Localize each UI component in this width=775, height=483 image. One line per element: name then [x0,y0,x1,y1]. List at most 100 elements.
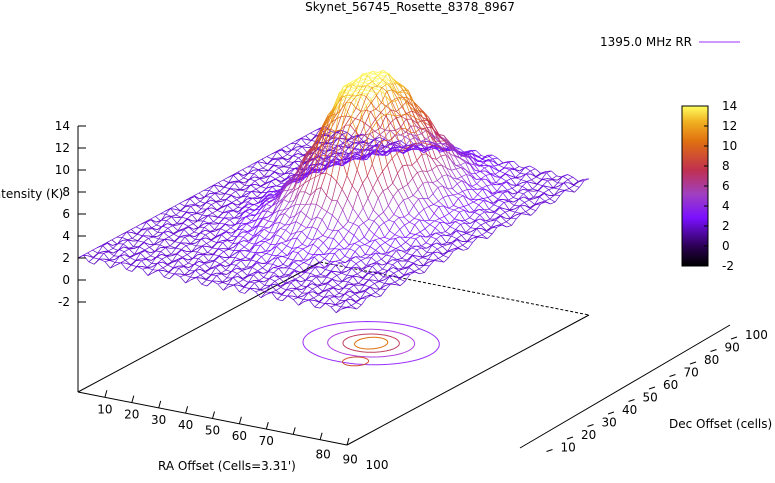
mesh-line [232,202,238,206]
mesh-line [222,205,228,213]
mesh-line [110,264,116,269]
mesh-line [362,273,369,279]
mesh-line [443,139,449,142]
mesh-line [404,133,411,138]
mesh-line [204,227,211,232]
mesh-line [321,276,327,285]
mesh-line [476,183,483,189]
mesh-line [128,248,135,255]
mesh-line [434,147,441,153]
mesh-line [331,271,337,276]
mesh-line [277,264,284,267]
mesh-line [346,175,353,187]
mesh-line [407,97,413,107]
mesh-line [377,151,383,155]
mesh-line [383,150,389,153]
mesh-line [267,158,273,165]
mesh-line [219,260,226,265]
mesh-line [421,153,427,155]
mesh-line [279,278,286,284]
mesh-line [296,288,302,290]
mesh-line [312,288,319,295]
mesh-line [343,231,349,239]
mesh-line [271,255,278,260]
mesh-line [165,208,171,215]
mesh-line [382,171,389,189]
mesh-line [338,145,344,148]
mesh-line [181,211,187,218]
mesh-line [516,182,522,186]
mesh-line [262,190,269,197]
mesh-line [503,199,509,201]
mesh-line [537,185,543,191]
mesh-line [508,201,515,206]
mesh-line [514,205,520,210]
mesh-line [285,229,292,235]
mesh-line [416,154,422,161]
mesh-line [302,146,308,149]
mesh-line [150,219,157,226]
mesh-line [444,140,450,148]
mesh-line [331,181,338,201]
mesh-line [376,140,383,150]
mesh-line [524,202,531,208]
mesh-line [354,88,361,93]
mesh-line [145,250,151,254]
mesh-line [497,157,504,164]
mesh-line [382,164,388,172]
mesh-line [309,166,316,180]
mesh-line [456,178,463,182]
mesh-line [240,260,247,268]
mesh-line [303,259,309,263]
mesh-line [234,257,241,260]
mesh-line [237,169,243,173]
mesh-line [418,213,425,222]
mesh-line [273,266,279,268]
mesh-line [368,73,374,77]
mesh-line [429,125,435,132]
mesh-line [328,237,334,239]
mesh-line [369,239,376,247]
mesh-line [202,245,208,253]
mesh-line [339,138,345,140]
mesh-line [257,267,263,272]
mesh-line [399,92,406,101]
mesh-line [176,253,183,258]
mesh-line [499,207,505,210]
mesh-line [359,134,365,137]
mesh-line [288,199,295,203]
mesh-line [345,258,351,263]
mesh-line [218,179,224,183]
mesh-line [211,201,217,205]
mesh-line [303,154,309,156]
mesh-line [301,144,307,147]
mesh-line [173,230,179,234]
mesh-line [471,175,477,180]
mesh-line [384,79,391,86]
mesh-line [270,290,277,293]
mesh-line [307,239,313,247]
mesh-line [253,225,259,237]
mesh-line [228,181,235,184]
mesh-line [416,249,423,258]
mesh-line [482,154,488,160]
mesh-line [302,237,308,245]
mesh-line [339,255,346,261]
mesh-line [472,189,478,195]
mesh-line [427,181,433,184]
mesh-line [303,168,309,176]
mesh-line [333,238,340,245]
mesh-line [342,280,349,283]
mesh-line [547,180,554,188]
mesh-line [401,116,407,120]
mesh-line [203,254,209,262]
mesh-line [434,141,441,148]
mesh-line [261,156,267,160]
mesh-line [281,242,287,247]
mesh-line [464,217,470,221]
mesh-line [262,216,269,220]
mesh-line [501,180,507,185]
mesh-line [391,158,398,174]
mesh-line [368,274,374,281]
mesh-line [504,211,511,219]
